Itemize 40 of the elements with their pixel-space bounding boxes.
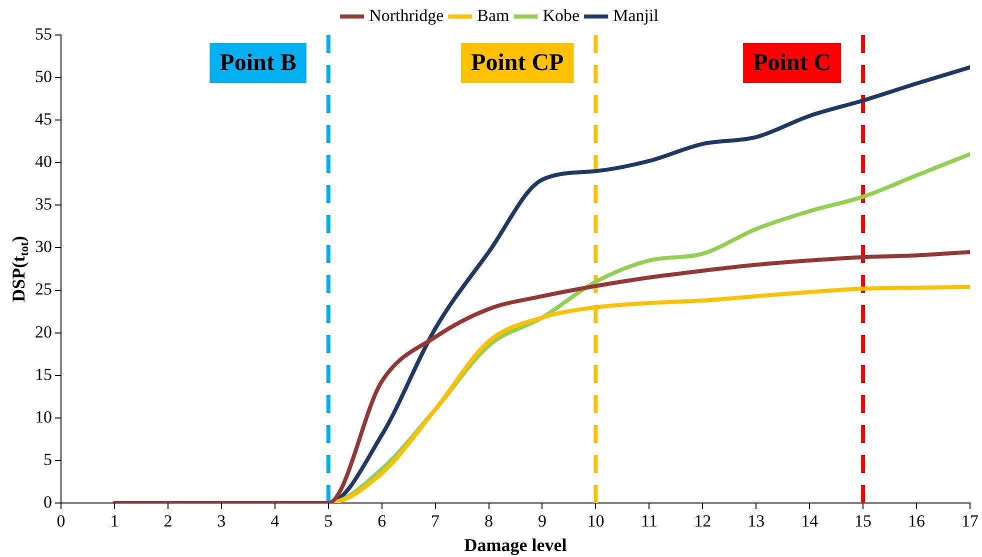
legend-label: Manjil: [613, 6, 659, 25]
x-tick-label: 0: [56, 512, 66, 531]
x-tick-label: 11: [640, 512, 658, 531]
x-tick-label: 4: [270, 512, 280, 531]
legend-label: Northridge: [369, 6, 444, 25]
x-tick-label: 10: [587, 512, 604, 531]
x-tick-label: 15: [854, 512, 872, 531]
y-tick-label: 35: [35, 194, 52, 214]
legend-label: Kobe: [542, 6, 580, 25]
x-tick-label: 17: [962, 512, 979, 531]
x-tick-label: 14: [801, 512, 819, 531]
x-tick-label: 7: [431, 512, 440, 531]
y-tick-label: 40: [35, 152, 52, 172]
x-tick-label: 5: [324, 512, 333, 531]
y-tick-label: 10: [35, 407, 52, 426]
line-series: [112, 250, 970, 503]
ref-line-label: Point B: [220, 50, 296, 76]
y-tick-label: 25: [35, 280, 52, 299]
y-tick-label: 30: [35, 237, 52, 256]
x-tick-label: 9: [538, 512, 546, 531]
y-tick-label: 45: [35, 110, 52, 129]
y-tick-label: 50: [35, 67, 52, 86]
ref-line-label: Point CP: [471, 50, 564, 76]
x-tick-label: 3: [217, 512, 226, 531]
y-tick-label: 20: [35, 322, 52, 342]
ref-line-label: Point C: [753, 50, 832, 76]
y-axis-title: DSP(ttot): [8, 236, 32, 302]
x-tick-label: 6: [378, 512, 386, 531]
x-tick-label: 8: [484, 512, 494, 531]
y-tick-label: 15: [35, 364, 52, 384]
x-tick-label: 13: [748, 512, 765, 531]
x-tick-label: 16: [908, 512, 926, 531]
y-tick-label: 0: [44, 492, 52, 512]
x-tick-label: 12: [694, 512, 712, 531]
x-tick-label: 2: [164, 512, 172, 531]
y-tick-label: 5: [44, 450, 52, 469]
y-tick-label: 55: [35, 24, 52, 44]
x-axis-title: Damage level: [464, 534, 567, 555]
legend-label: Bam: [477, 6, 510, 25]
x-tick-label: 1: [110, 512, 119, 531]
